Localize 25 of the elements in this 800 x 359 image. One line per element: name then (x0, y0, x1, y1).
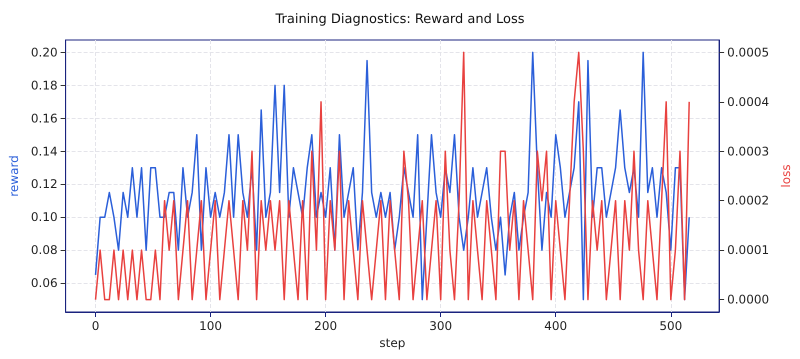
x-tick-label: 0 (92, 319, 100, 333)
y-tick-label: 0.10 (30, 210, 58, 224)
y-tick-label: 0.20 (30, 45, 58, 60)
y2-tick-label: 0.0004 (727, 94, 770, 109)
y2-tick-label: 0.0001 (727, 243, 770, 258)
x-tick-label: 500 (659, 319, 682, 333)
y-tick-label: 0.06 (30, 276, 58, 290)
line-series (94, 52, 690, 300)
y2-tick-label: 0.0005 (727, 45, 770, 60)
x-tick-label: 400 (544, 319, 568, 333)
y-tick-label: 0.12 (30, 177, 58, 192)
y-axis-title: reward (7, 155, 21, 197)
x-axis-title: step (379, 336, 406, 350)
y-tick-label: 0.14 (30, 144, 58, 158)
y-tick-label: 0.16 (30, 111, 58, 126)
y2-tick-label: 0.0003 (727, 144, 770, 158)
x-tick-label: 300 (429, 319, 452, 333)
x-tick-label: 200 (314, 319, 338, 333)
y2-axis-title: loss (779, 164, 793, 188)
y-tick-label: 0.18 (30, 78, 58, 92)
x-tick-label: 100 (199, 319, 222, 333)
y-tick-label: 0.08 (30, 243, 58, 258)
y2-tick-label: 0.0000 (727, 292, 770, 307)
y2-tick-label: 0.0002 (727, 194, 770, 208)
chart-title: Training Diagnostics: Reward and Loss (274, 12, 525, 27)
